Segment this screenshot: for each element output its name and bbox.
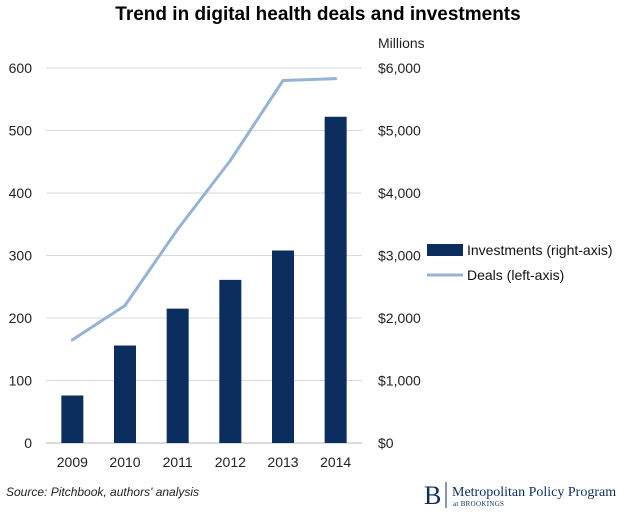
investment-bar [272,250,294,443]
investment-bars [61,116,347,443]
right-axis-tick-label: $2,000 [378,310,421,326]
brand-sub: at BROOKINGS [453,500,504,508]
left-axis-tick-label: 100 [9,373,33,389]
investment-bar [324,116,347,443]
x-axis-tick-label: 2009 [57,454,88,470]
deals-point [228,159,232,162]
deals-point [176,227,180,231]
right-axis-tick-label: $4,000 [378,185,421,201]
brookings-logo: B Metropolitan Policy Program at BROOKIN… [424,481,616,510]
right-axis-unit-label: Millions [378,35,425,51]
brand-letter: B [424,481,441,510]
x-axis-ticks: 2009 2010 2011 2012 2013 2014 [57,454,352,470]
right-axis-tick-label: $3,000 [378,248,421,264]
x-axis-tick-label: 2012 [215,454,246,470]
legend-swatch-investments [427,244,463,256]
right-axis-tick-label: $5,000 [378,123,421,139]
deals-point [281,79,285,82]
right-axis-tick-label: $0 [378,435,394,451]
x-axis-tick-label: 2014 [320,454,351,470]
x-axis-tick-label: 2011 [163,454,193,470]
legend-label-investments: Investments (right-axis) [467,242,612,258]
legend: Investments (right-axis) Deals (left-axi… [427,242,612,283]
investment-bar [114,345,136,443]
chart-title: Trend in digital health deals and invest… [115,4,520,25]
left-axis-tick-label: 0 [24,435,32,451]
left-axis-tick-label: 600 [9,60,33,76]
x-axis-tick-label: 2010 [109,454,140,470]
investment-bar [166,308,189,443]
deals-point [123,304,127,307]
investment-bar [61,395,84,443]
left-axis-tick-label: 400 [9,185,33,201]
brand-name: Metropolitan Policy Program [452,485,616,500]
right-axis-tick-label: $6,000 [378,60,421,76]
deals-point [334,77,338,81]
left-axis-tick-label: 300 [9,248,33,264]
left-axis-ticks: 0 100 200 300 400 500 600 [9,60,33,451]
investment-bar [219,279,242,443]
deals-line-layer [70,77,338,342]
gridlines [46,67,362,444]
x-axis-tick-label: 2013 [267,454,298,470]
left-axis-tick-label: 500 [9,123,33,139]
right-axis-tick-label: $1,000 [378,373,421,389]
deals-line [71,77,336,342]
legend-label-deals: Deals (left-axis) [467,267,564,283]
left-axis-tick-label: 200 [9,310,33,326]
source-note: Source: Pitchbook, authors' analysis [6,485,199,499]
right-axis-ticks: $0 $1,000 $2,000 $3,000 $4,000 $5,000 $6,000 [378,60,421,451]
deals-point [70,338,74,342]
